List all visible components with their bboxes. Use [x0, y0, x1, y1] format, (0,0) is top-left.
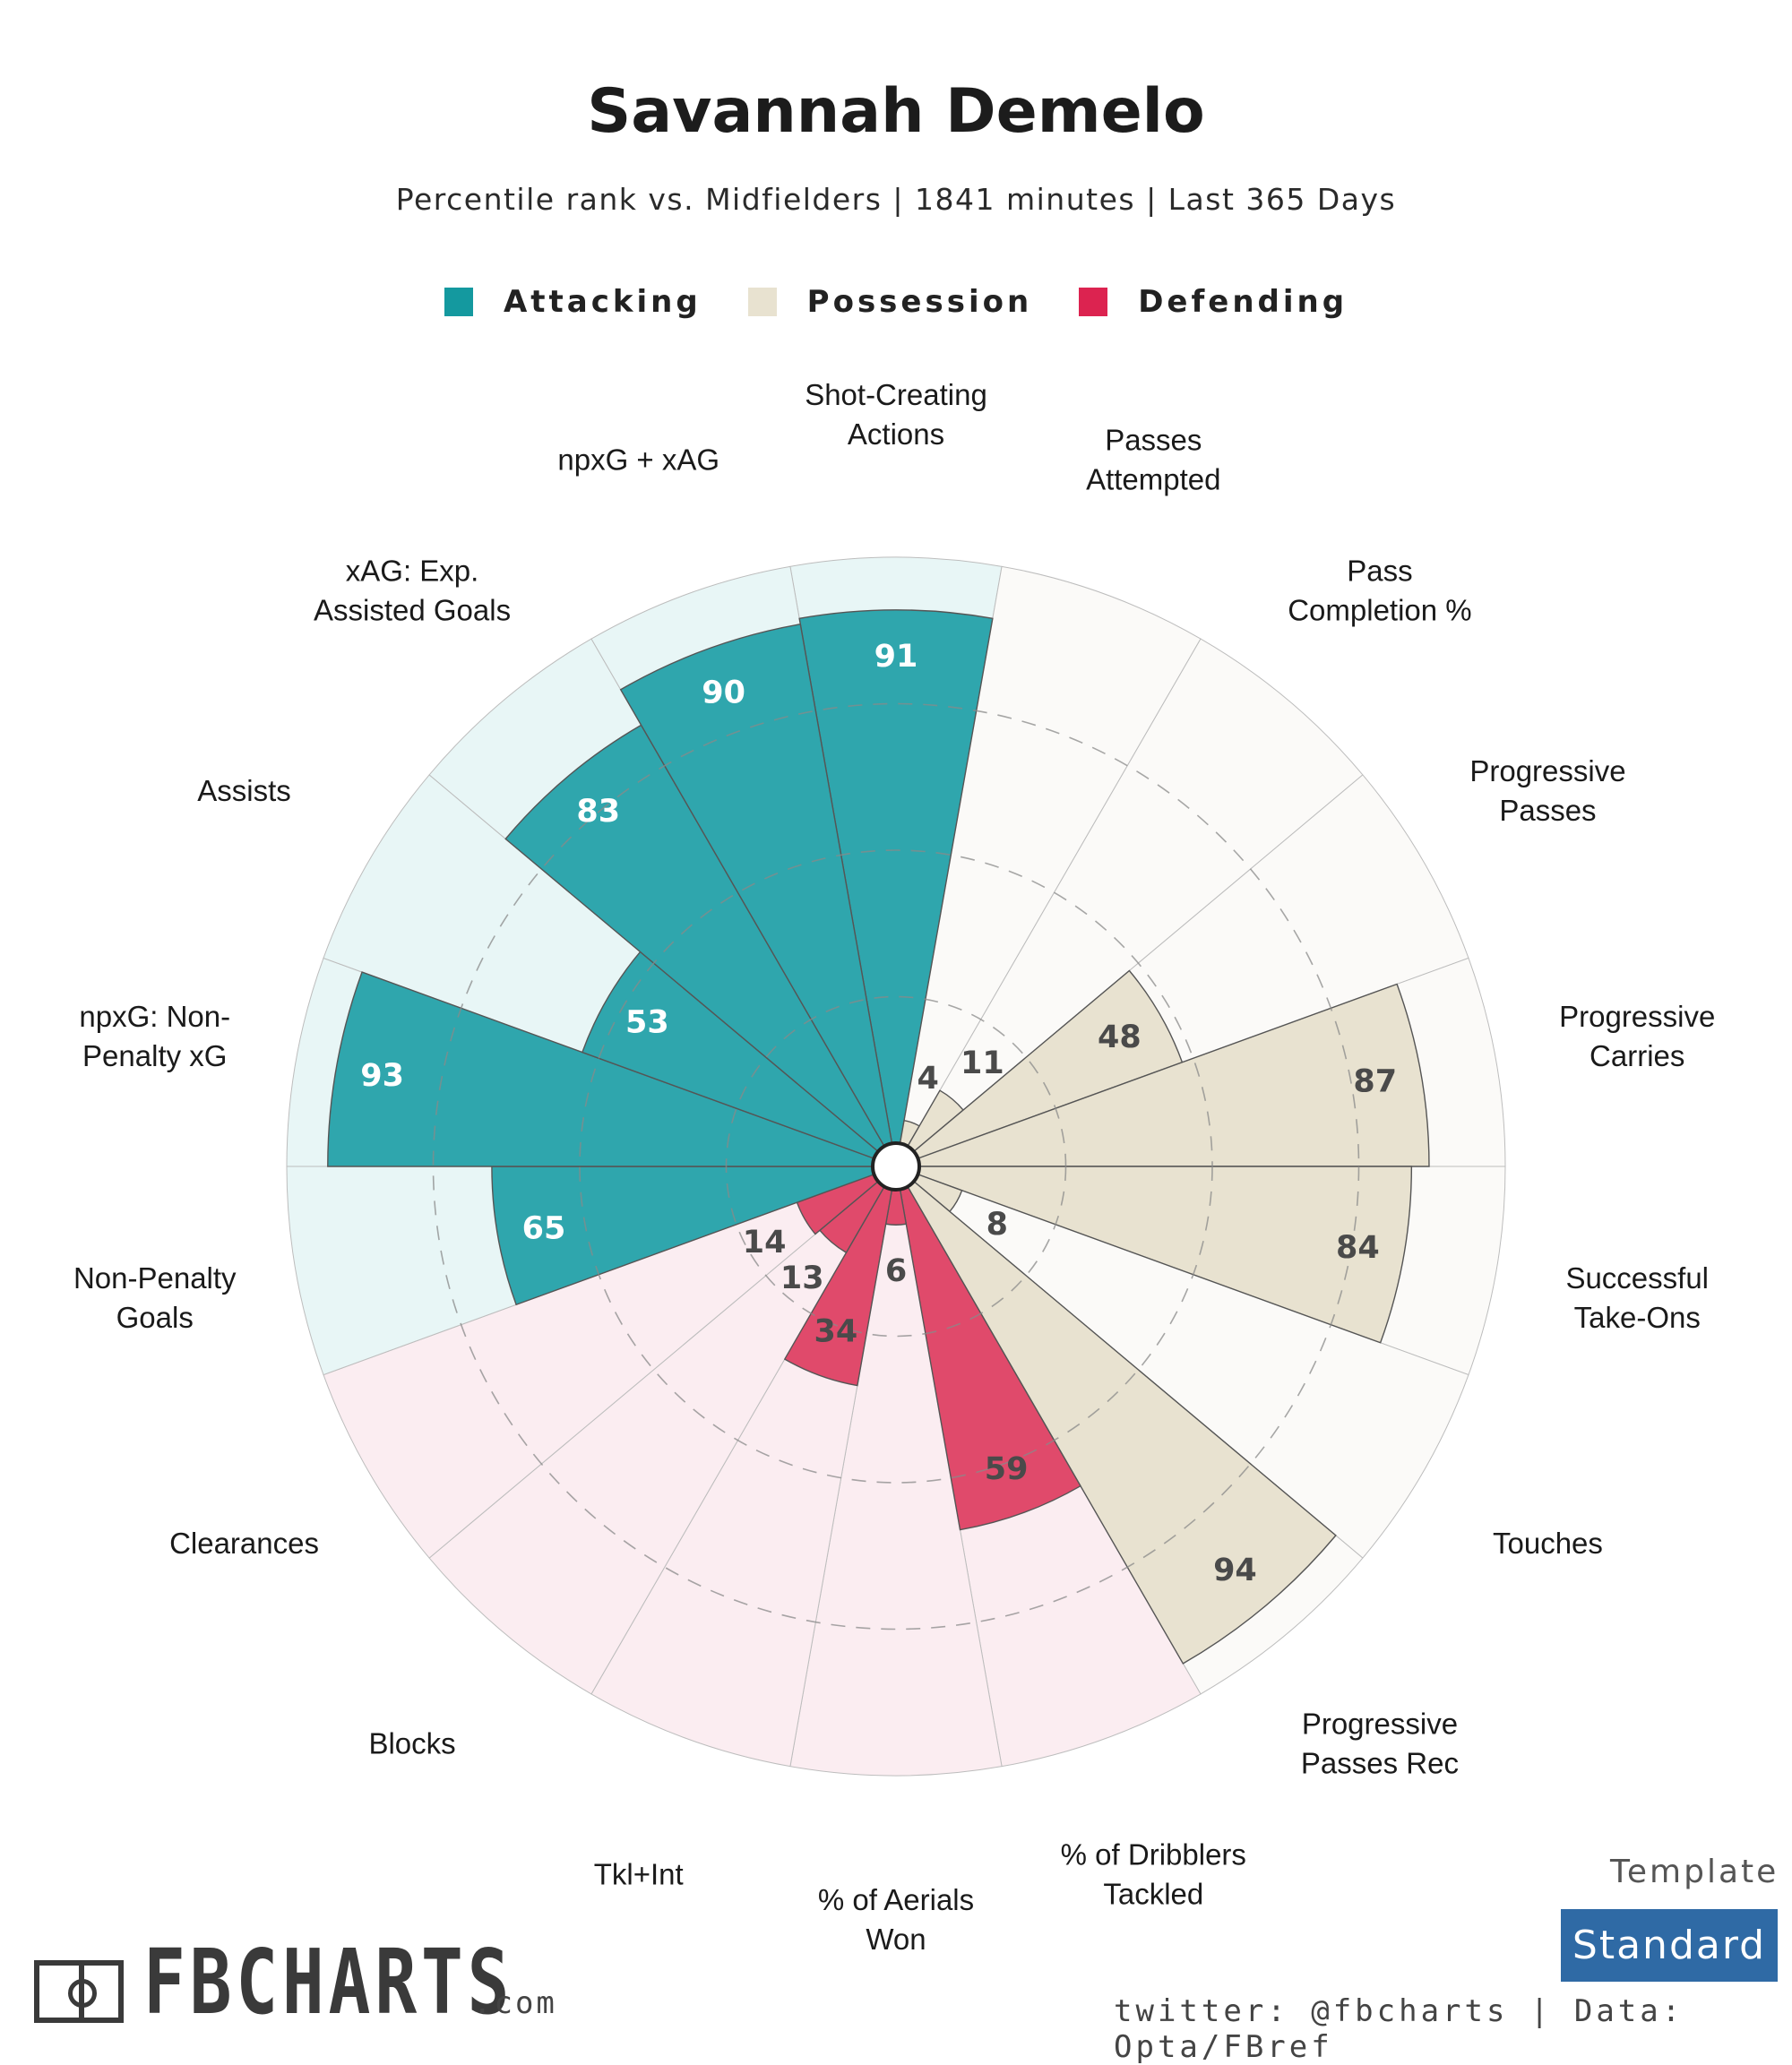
bar-value-label: 65 [522, 1210, 566, 1246]
category-label-line: Blocks [368, 1726, 455, 1760]
bar-value-label: 83 [576, 794, 620, 830]
category-label-line: Shot-Creating [805, 378, 987, 411]
category-label-line: Tkl+Int [594, 1857, 684, 1890]
category-label: npxG: Non- Penalty xG [79, 1000, 230, 1072]
category-label-line: Attempted [1086, 462, 1220, 495]
bar-value-label: 84 [1336, 1230, 1380, 1266]
category-label: Touches [1493, 1527, 1603, 1560]
category-label-line: Passes Rec [1301, 1746, 1459, 1779]
bar-value-label: 59 [985, 1451, 1029, 1487]
category-label: Blocks [368, 1726, 455, 1760]
legend-item-possession: Possession [747, 284, 1033, 320]
bar-value-label: 87 [1353, 1064, 1397, 1100]
category-label-line: Won [866, 1923, 926, 1956]
category-label-line: xAG: Exp. [346, 554, 479, 587]
category-label-line: Completion % [1288, 593, 1471, 626]
legend-label-defending: Defending [1138, 284, 1348, 320]
bar-value-label: 11 [961, 1045, 1004, 1081]
category-label: npxG + xAG [557, 443, 719, 476]
category-label: Shot-Creating Actions [805, 378, 987, 451]
pitch-icon [34, 1960, 124, 2023]
legend-swatch-defending [1079, 288, 1108, 316]
category-label-line: Progressive [1302, 1707, 1458, 1740]
category-label: Passes Attempted [1086, 423, 1220, 495]
grid-rings [432, 702, 1360, 1630]
bar-value-label: 91 [874, 639, 918, 675]
legend-item-defending: Defending [1079, 284, 1348, 320]
category-label-line: npxG + xAG [557, 443, 719, 476]
category-label-line: Non-Penalty [73, 1261, 237, 1294]
category-label-line: Pass [1347, 554, 1412, 587]
bar-wedges [327, 609, 1430, 1665]
category-label-line: Take-Ons [1574, 1300, 1701, 1333]
category-label-line: Clearances [169, 1527, 319, 1560]
legend-label-possession: Possession [806, 284, 1033, 320]
category-label-line: Carries [1590, 1039, 1684, 1072]
template-badge: Standard [1561, 1909, 1778, 1982]
category-label-line: Successful [1565, 1261, 1709, 1294]
legend-item-attacking: Attacking [444, 284, 702, 320]
category-label-line: Penalty xG [82, 1039, 227, 1072]
category-label-line: Progressive [1559, 1000, 1715, 1033]
category-label-line: Goals [116, 1300, 194, 1333]
bar-value-label: 94 [1213, 1553, 1257, 1588]
category-label: Progressive Passes Rec [1301, 1707, 1459, 1779]
bar-value-label: 8 [986, 1207, 1008, 1243]
legend-swatch-possession [747, 288, 777, 316]
category-label-line: Passes [1105, 423, 1202, 456]
grid-ring [579, 849, 1213, 1484]
category-label: % of Dribblers Tackled [1061, 1837, 1246, 1910]
bar-value-label: 34 [814, 1314, 857, 1350]
grid-ring [432, 702, 1360, 1630]
category-label-line: Tackled [1103, 1877, 1203, 1910]
category-label-line: Assists [197, 774, 291, 807]
category-labels: Shot-Creating Actions Passes Attempted Pass C… [73, 378, 1715, 1956]
bar-value-label: 48 [1098, 1020, 1142, 1055]
footer-credit: twitter: @fbcharts | Data: Opta/FBref [1114, 1993, 1684, 2065]
category-label: Clearances [169, 1527, 319, 1560]
template-label: Template [1610, 1854, 1779, 1890]
logo-text: FBCHARTS [143, 1930, 514, 2035]
category-label-line: Assisted Goals [314, 593, 511, 626]
bar-value-label: 90 [702, 675, 745, 710]
category-label: Pass Completion % [1288, 554, 1471, 626]
category-label-line: Actions [848, 417, 944, 451]
chart-subtitle: Percentile rank vs. Midfielders | 1841 m… [395, 182, 1397, 217]
category-label: Successful Take-Ons [1565, 1261, 1709, 1333]
category-label-line: Touches [1493, 1527, 1603, 1560]
bar-value-label: 13 [780, 1261, 824, 1296]
category-label: Assists [197, 774, 291, 807]
logo-suffix: .com [473, 1985, 557, 2021]
category-label-line: Passes [1499, 794, 1596, 827]
legend-label-attacking: Attacking [503, 284, 702, 320]
chart-title: Savannah Demelo [587, 76, 1205, 147]
category-label: xAG: Exp. Assisted Goals [314, 554, 511, 626]
category-label: % of Aerials Won [818, 1883, 974, 1956]
bar-value-label: 6 [885, 1253, 907, 1289]
bar-value-label: 4 [917, 1061, 938, 1097]
category-label: Progressive Carries [1559, 1000, 1715, 1072]
legend: Attacking Possession Defending [0, 284, 1792, 320]
grid-ring [725, 995, 1067, 1338]
category-label-line: % of Dribblers [1061, 1837, 1246, 1871]
bar-value-label: 14 [743, 1225, 787, 1261]
legend-swatch-attacking [444, 288, 473, 316]
category-label: Progressive Passes [1469, 754, 1625, 827]
category-label-line: npxG: Non- [79, 1000, 230, 1033]
bar-value-label: 53 [625, 1005, 669, 1041]
category-label-line: Progressive [1469, 754, 1625, 787]
category-label: Non-Penalty Goals [73, 1261, 237, 1333]
bar-value-label: 93 [360, 1058, 404, 1094]
center-hub [871, 1141, 921, 1192]
fbcharts-logo: FBCHARTS .com [34, 1930, 618, 2035]
category-label: Tkl+Int [594, 1857, 684, 1890]
category-label-line: % of Aerials [818, 1883, 974, 1916]
